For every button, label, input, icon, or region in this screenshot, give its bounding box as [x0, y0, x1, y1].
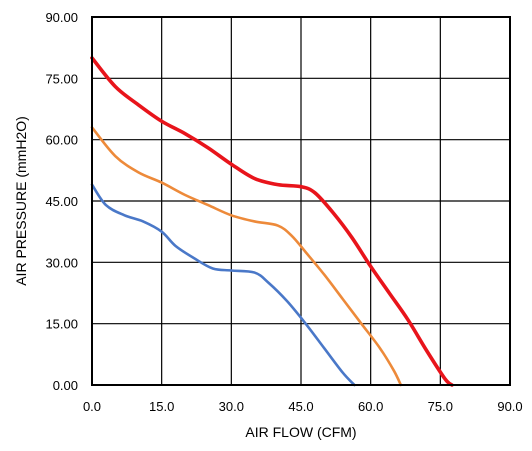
x-tick-label: 45.0: [288, 399, 313, 414]
x-tick-label: 15.0: [149, 399, 174, 414]
y-axis-title: AIR PRESSURE (mmH2O): [13, 116, 29, 286]
grid-layer: [92, 17, 510, 385]
x-axis-title: AIR FLOW (CFM): [245, 424, 356, 440]
y-tick-label: 75.00: [45, 71, 78, 86]
y-tick-label: 45.00: [45, 194, 78, 209]
y-tick-label: 90.00: [45, 10, 78, 25]
y-tick-label: 0.00: [53, 378, 78, 393]
series-layer: [90, 56, 454, 387]
x-tick-label: 0.0: [83, 399, 101, 414]
x-tick-label: 30.0: [219, 399, 244, 414]
x-tick-label: 75.0: [428, 399, 453, 414]
y-tick-label: 60.00: [45, 133, 78, 148]
plot-frame: [91, 16, 511, 386]
x-tick-label: 90.0: [497, 399, 522, 414]
y-tick-label: 15.00: [45, 317, 78, 332]
series-line-1: [90, 56, 454, 387]
x-tick-label: 60.0: [358, 399, 383, 414]
series-line-2: [90, 126, 403, 387]
y-tick-label: 30.00: [45, 255, 78, 270]
tick-labels: 0.0 15.0 30.0 45.0 60.0 75.0 90.0 0.00 15.00 30.0…: [45, 10, 522, 414]
series-line-3: [90, 183, 356, 387]
